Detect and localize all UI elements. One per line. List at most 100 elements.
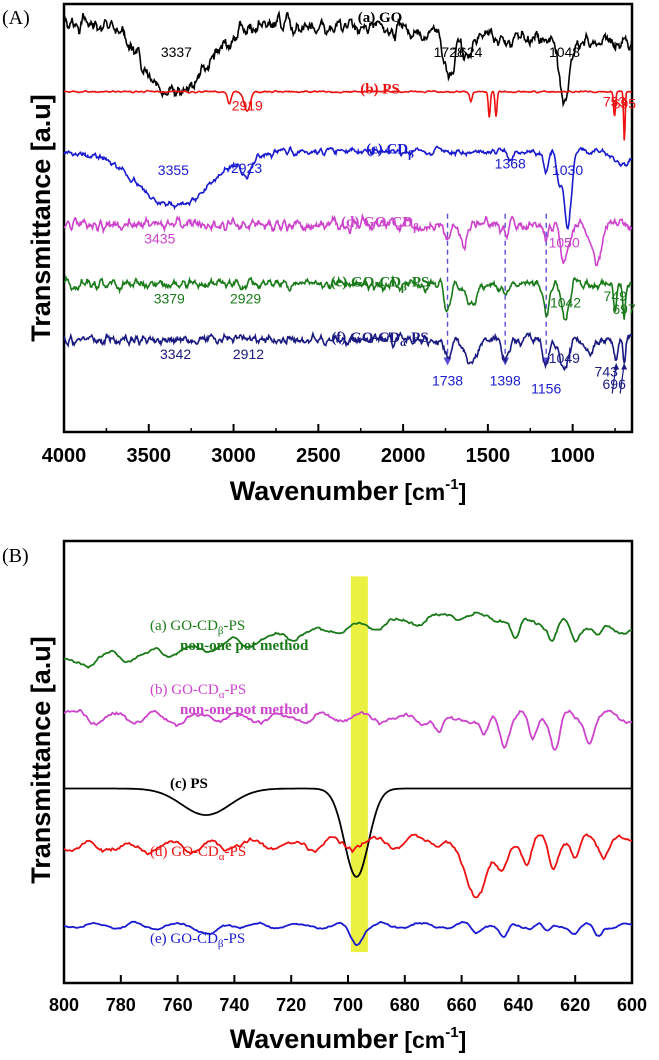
panel-b-series-line (63, 920, 633, 947)
panel-a-y-axis-label: Transmittance [a.u] (26, 94, 56, 342)
panel-b-ticks: 800 780 760 740 720 700 680 660 640 620 600 (49, 975, 647, 1015)
panel-a-series-line (64, 274, 632, 321)
series-label-suffix: -PS (407, 274, 430, 290)
series-label-text: (e) GO-CD (331, 274, 402, 290)
panel-a-peak-label: 3355 (158, 162, 189, 178)
panel-a-series-label: (a) GO (358, 10, 403, 26)
panel-a-x-unit-sup: -1 (445, 476, 458, 493)
panel-b-series-label: (a) GO-CDβ-PS (150, 618, 245, 637)
panel-a-series-line (63, 212, 633, 267)
series-label-text: (b) PS (360, 82, 400, 98)
series-label-subscript: α (219, 851, 225, 863)
series-label-subscript: α (219, 689, 225, 701)
panel-a: (A) 4000 3500 3000 2500 2000 1500 1000 1738 139… (2, 2, 636, 506)
panel-a-x-unit-close: ] (459, 479, 467, 505)
series-label-subscript: β (413, 221, 419, 233)
panel-a-peak-label: 695 (613, 96, 637, 112)
panel-a-x-unit: [cm (404, 479, 445, 505)
panel-a-series (63, 9, 633, 372)
panel-a-peak-label: 1624 (451, 44, 482, 60)
panel-a-peak-label: 1048 (549, 44, 580, 60)
series-label-text: (f) GO-CD (331, 330, 400, 346)
panel-a-x-tick-label: 2000 (381, 445, 426, 467)
panel-b-series-label: (d) GO-CDα-PS (150, 844, 246, 863)
panel-a-x-tick-label: 2500 (296, 445, 341, 467)
panel-b-x-tick-label: 800 (49, 995, 79, 1015)
series-label-subscript: β (218, 625, 224, 637)
panel-a-peak-label: 3435 (144, 230, 175, 246)
panel-b-series-note: non-one pot method (180, 638, 309, 654)
series-label-suffix: -PS (406, 330, 429, 346)
series-label-text: (a) GO-CD (150, 618, 218, 634)
panel-a-x-tick-label: 3500 (127, 445, 172, 467)
panel-b-x-tick-label: 620 (560, 995, 590, 1015)
panel-a-series-label: (c) CDβ (366, 142, 414, 161)
panel-b-series-note: non-one pot method (180, 702, 309, 718)
series-label-text: (b) GO-CD (150, 682, 219, 698)
panel-a-label: (A) (2, 7, 30, 29)
panel-a-x-axis-label: Wavenumber [cm-1] (230, 476, 466, 506)
panel-a-peak-label: 2912 (233, 346, 264, 362)
panel-a-peak-label: 749 (604, 288, 628, 304)
panel-b-x-unit-close: ] (459, 1027, 467, 1053)
series-label-text: (c) CD (366, 142, 408, 158)
panel-b-x-tick-label: 600 (617, 995, 647, 1015)
panel-b-x-tick-label: 720 (276, 995, 306, 1015)
panel-a-peak-label: 3342 (160, 346, 191, 362)
series-label-text: (a) GO (358, 10, 403, 26)
series-label-subscript: β (408, 149, 414, 161)
panel-a-series-label: (b) PS (360, 82, 400, 98)
panel-b-y-axis-label: Transmittance [a.u] (26, 636, 56, 884)
panel-a-peak-label: 2923 (231, 160, 262, 176)
svg-text:Wavenumber[cm-1]: Wavenumber [cm-1] (230, 476, 466, 506)
series-label-text: (c) PS (170, 776, 208, 792)
panel-a-peak-label: 2919 (232, 98, 263, 114)
panel-b-x-tick-label: 760 (163, 995, 193, 1015)
panel-a-series-line (63, 330, 633, 372)
panel-a-x-tick-label: 1000 (550, 445, 595, 467)
panel-b-x-label-text: Wavenumber (230, 1024, 399, 1054)
panel-b-x-axis-label: Wavenumber [cm-1] (230, 1024, 466, 1054)
panel-a-series-line (63, 89, 632, 141)
panel-a-marker-label: 1398 (490, 373, 521, 389)
panel-a-series-line (63, 145, 632, 231)
panel-b-series-line (63, 708, 633, 751)
series-label-subscript: α (400, 337, 407, 349)
panel-a-marker-label: 1156 (531, 381, 561, 397)
panel-a-series-label: (e) GO-CDβ-PS (331, 274, 430, 293)
panel-b-x-tick-label: 700 (333, 995, 363, 1015)
panel-a-frame (62, 2, 634, 434)
panel-a-x-tick-label: 3000 (211, 445, 256, 467)
panel-a-series-line (63, 9, 633, 108)
panel-a-peak-label: 1042 (550, 295, 581, 311)
panel-b: (B) 800 780 760 740 720 700 680 660 640 620 600 (a… (2, 539, 647, 1054)
series-label-suffix: -PS (224, 618, 246, 634)
panel-a-peak-label: 3379 (154, 290, 185, 306)
panel-a-peak-label: 753 (603, 93, 627, 109)
panel-b-x-tick-label: 660 (447, 995, 477, 1015)
series-label-suffix: -PS (225, 682, 247, 698)
panel-b-series-line (63, 611, 632, 669)
series-label-suffix: -PS (225, 844, 247, 860)
panel-a-marker-arrow (443, 357, 452, 366)
series-label-suffix: -PS (224, 931, 246, 947)
panel-a-x-label-text: Wavenumber (230, 476, 399, 506)
panel-b-highlight-band (350, 576, 368, 953)
panel-b-x-tick-label: 640 (503, 995, 533, 1015)
series-label-subscript: β (401, 281, 407, 293)
panel-a-peak-label: 1049 (549, 350, 580, 366)
panel-a-arrow-label: 696 (603, 376, 627, 392)
panel-a-arrow-head (613, 363, 620, 370)
panel-b-frame (62, 539, 634, 985)
series-label-subscript: β (218, 938, 224, 950)
panel-a-peak-label: 697 (612, 301, 636, 317)
panel-b-x-tick-label: 780 (106, 995, 136, 1015)
panel-a-peak-label: 1030 (552, 162, 583, 178)
panel-a-series-label: (d) GO-CDβ (341, 214, 419, 233)
panel-a-peak-label: 1050 (549, 235, 580, 251)
panel-a-arrow-label: 743 (595, 363, 619, 379)
panel-a-x-tick-label: 4000 (42, 445, 87, 467)
